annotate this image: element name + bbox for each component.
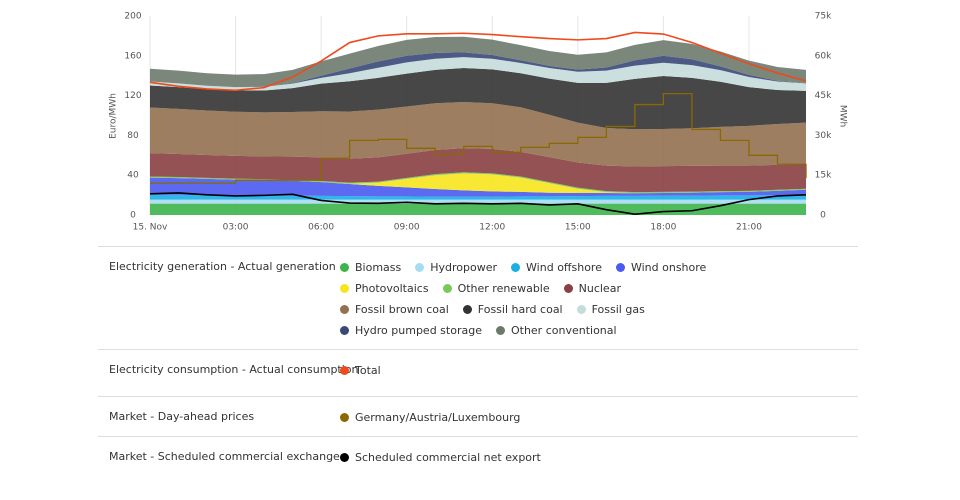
x-tick-label: 15. Nov — [133, 223, 168, 233]
legend-marker — [442, 283, 452, 293]
legend-items: Total — [340, 363, 740, 377]
legend-group: Market - Day-ahead prices Germany/Austria… — [98, 396, 858, 436]
y-axis-title: Euro/MWh — [109, 93, 119, 139]
x-tick-label: 18:00 — [650, 223, 676, 233]
area — [150, 172, 806, 194]
y2-tick-label: 60k — [815, 51, 832, 61]
legend-group-title: Market - Day-ahead prices — [109, 410, 255, 423]
legend-label: Other renewable — [457, 281, 550, 295]
legend-label: Hydropower — [430, 260, 498, 274]
legend-items: Scheduled commercial net export — [340, 450, 740, 464]
legend-label: Germany/Austria/Luxembourg — [355, 410, 521, 424]
y2-tick-label: 45k — [815, 91, 832, 101]
x-tick-label: 03:00 — [223, 223, 249, 233]
area — [150, 68, 806, 130]
y2-tick-label: 0 — [820, 211, 826, 221]
legend-marker — [576, 304, 586, 314]
legend-item[interactable]: Wind offshore — [511, 260, 602, 274]
legend-label: Wind onshore — [630, 260, 707, 274]
legend-marker — [340, 325, 349, 335]
y-tick-label: 120 — [124, 91, 141, 101]
legend-marker — [563, 283, 573, 293]
legend-item[interactable]: Biomass — [340, 260, 402, 274]
area — [150, 199, 806, 204]
legend-item[interactable]: Other conventional — [495, 323, 617, 337]
legend-items: Germany/Austria/Luxembourg — [340, 410, 740, 424]
area — [150, 148, 806, 193]
legend-marker — [340, 283, 349, 293]
legend-item[interactable]: Hydropower — [415, 260, 498, 274]
area — [150, 52, 806, 88]
legend-group-title: Market - Scheduled commercial exchanges — [109, 450, 346, 463]
legend-group-title: Electricity consumption - Actual consump… — [109, 363, 359, 376]
y-tick-label: 160 — [124, 51, 141, 61]
legend-marker — [415, 262, 425, 272]
area — [150, 203, 806, 215]
legend-label: Fossil hard coal — [477, 302, 563, 316]
legend-item[interactable]: Wind onshore — [615, 260, 707, 274]
y-tick-label: 40 — [127, 171, 139, 181]
legend-label: Photovoltaics — [355, 281, 429, 295]
legend-label: Nuclear — [578, 281, 621, 295]
legend-marker — [340, 304, 349, 314]
step-line — [150, 92, 807, 184]
legend-marker — [511, 262, 521, 272]
x-tick-label: 06:00 — [308, 223, 334, 233]
x-tick-label: 09:00 — [394, 223, 420, 233]
legend-group: Electricity generation - Actual generati… — [98, 246, 858, 349]
legend-marker — [462, 304, 472, 314]
legend-label: Biomass — [355, 260, 402, 274]
y-tick-label: 200 — [124, 12, 141, 22]
legend-item[interactable]: Fossil hard coal — [462, 302, 563, 316]
legend-marker — [340, 412, 349, 422]
y2-axis-title: MWh — [838, 105, 848, 127]
legend-item[interactable]: Other renewable — [442, 281, 550, 295]
legend-label: Fossil brown coal — [355, 302, 449, 316]
legend-label: Scheduled commercial net export — [355, 450, 541, 464]
legend-item[interactable]: Total — [340, 363, 381, 377]
legend-marker — [615, 262, 625, 272]
legend-item[interactable]: Germany/Austria/Luxembourg — [340, 410, 521, 424]
legend-group: Market - Scheduled commercial exchanges S… — [98, 436, 858, 476]
x-tick-label: 21:00 — [736, 223, 762, 233]
area — [150, 173, 806, 194]
area — [150, 36, 806, 88]
chart: Euro/MWh MWh 15. Nov 03:00 06:00 09:00 12:00… — [109, 12, 848, 233]
y2-tick-label: 30k — [815, 131, 832, 141]
legend-group: Electricity consumption - Actual consump… — [98, 349, 858, 396]
legend-marker — [340, 452, 349, 462]
legend-label: Total — [355, 363, 381, 377]
y-tick-label: 0 — [130, 211, 136, 221]
legend-item[interactable]: Fossil brown coal — [340, 302, 449, 316]
legend-item[interactable]: Hydro pumped storage — [340, 323, 482, 337]
y-tick-label: 80 — [127, 131, 139, 141]
x-tick-label: 12:00 — [479, 223, 505, 233]
line — [149, 31, 807, 92]
legend-item[interactable]: Nuclear — [563, 281, 621, 295]
legend-label: Fossil gas — [591, 302, 645, 316]
legend-group-title: Electricity generation - Actual generati… — [109, 260, 336, 273]
area — [150, 101, 806, 167]
legend-label: Hydro pumped storage — [355, 323, 482, 337]
legend-label: Other conventional — [510, 323, 617, 337]
legend-items: Biomass Hydropower Wind offshore Wind onsho… — [340, 260, 740, 337]
line — [149, 192, 807, 216]
legend: Electricity generation - Actual generati… — [98, 246, 858, 476]
x-tick-label: 15:00 — [565, 223, 591, 233]
legend-marker — [340, 365, 349, 375]
y2-tick-label: 15k — [815, 171, 832, 181]
legend-item[interactable]: Scheduled commercial net export — [340, 450, 541, 464]
legend-marker — [340, 262, 349, 272]
legend-item[interactable]: Photovoltaics — [340, 281, 429, 295]
legend-marker — [495, 325, 505, 335]
legend-label: Wind offshore — [526, 260, 602, 274]
legend-item[interactable]: Fossil gas — [576, 302, 645, 316]
area — [150, 177, 806, 197]
y2-tick-label: 75k — [815, 12, 832, 22]
area — [150, 57, 806, 91]
